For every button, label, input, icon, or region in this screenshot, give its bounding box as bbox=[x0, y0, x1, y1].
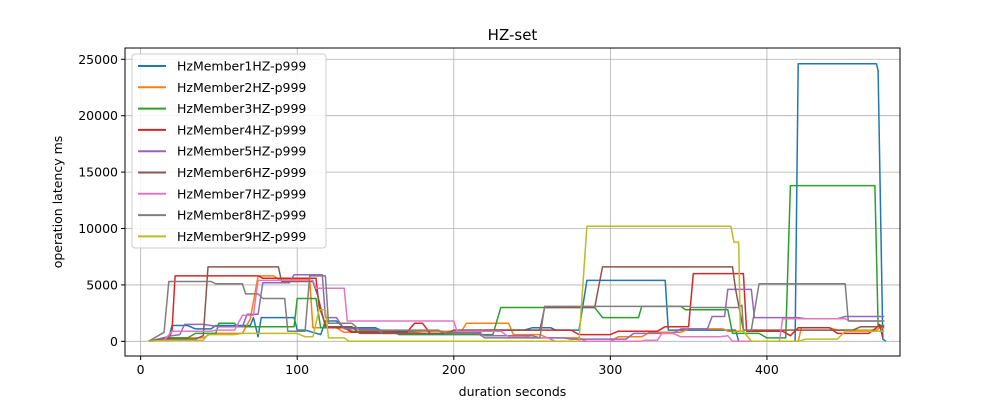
x-axis-label: duration seconds bbox=[459, 384, 567, 399]
plot-frame bbox=[124, 47, 901, 357]
legend-label: HzMember7HZ-p999 bbox=[177, 186, 306, 201]
y-tick-label: 5000 bbox=[86, 277, 118, 292]
series-line-1 bbox=[148, 63, 887, 343]
series-line-3 bbox=[148, 184, 885, 343]
x-tick-label: 400 bbox=[755, 362, 779, 377]
chart-title: HZ-set bbox=[488, 26, 538, 44]
legend-label: HzMember8HZ-p999 bbox=[177, 208, 306, 223]
series-line-6 bbox=[148, 266, 885, 343]
x-tick-label: 0 bbox=[137, 362, 145, 377]
x-tick-label: 100 bbox=[285, 362, 309, 377]
legend-box bbox=[131, 53, 327, 249]
series-line-4 bbox=[148, 272, 884, 343]
legend-label: HzMember6HZ-p999 bbox=[177, 165, 306, 180]
y-tick-label: 25000 bbox=[78, 52, 118, 67]
y-tick-label: 20000 bbox=[78, 108, 118, 123]
x-tick-label: 300 bbox=[598, 362, 622, 377]
legend-label: HzMember4HZ-p999 bbox=[177, 122, 306, 137]
legend-label: HzMember9HZ-p999 bbox=[177, 229, 306, 244]
y-tick-label: 10000 bbox=[78, 221, 118, 236]
legend: HzMember1HZ-p999 HzMember2HZ-p999 HzMember… bbox=[131, 53, 327, 249]
x-tick-label: 200 bbox=[442, 362, 466, 377]
series-lines bbox=[148, 63, 887, 343]
legend-label: HzMember1HZ-p999 bbox=[177, 59, 306, 74]
y-tick-label: 0 bbox=[110, 334, 118, 349]
series-line-8 bbox=[148, 275, 885, 342]
x-axis-ticks: 0 100 200 300 400 bbox=[137, 356, 779, 377]
legend-label: HzMember5HZ-p999 bbox=[177, 144, 306, 159]
y-tick-label: 15000 bbox=[78, 165, 118, 180]
y-axis-label: operation latency ms bbox=[50, 136, 65, 269]
legend-label: HzMember3HZ-p999 bbox=[177, 101, 306, 116]
legend-label: HzMember2HZ-p999 bbox=[177, 80, 306, 95]
y-axis-ticks: 0 5000 10000 15000 20000 25000 bbox=[78, 52, 125, 349]
series-line-7 bbox=[148, 279, 885, 343]
series-line-9 bbox=[148, 225, 885, 343]
